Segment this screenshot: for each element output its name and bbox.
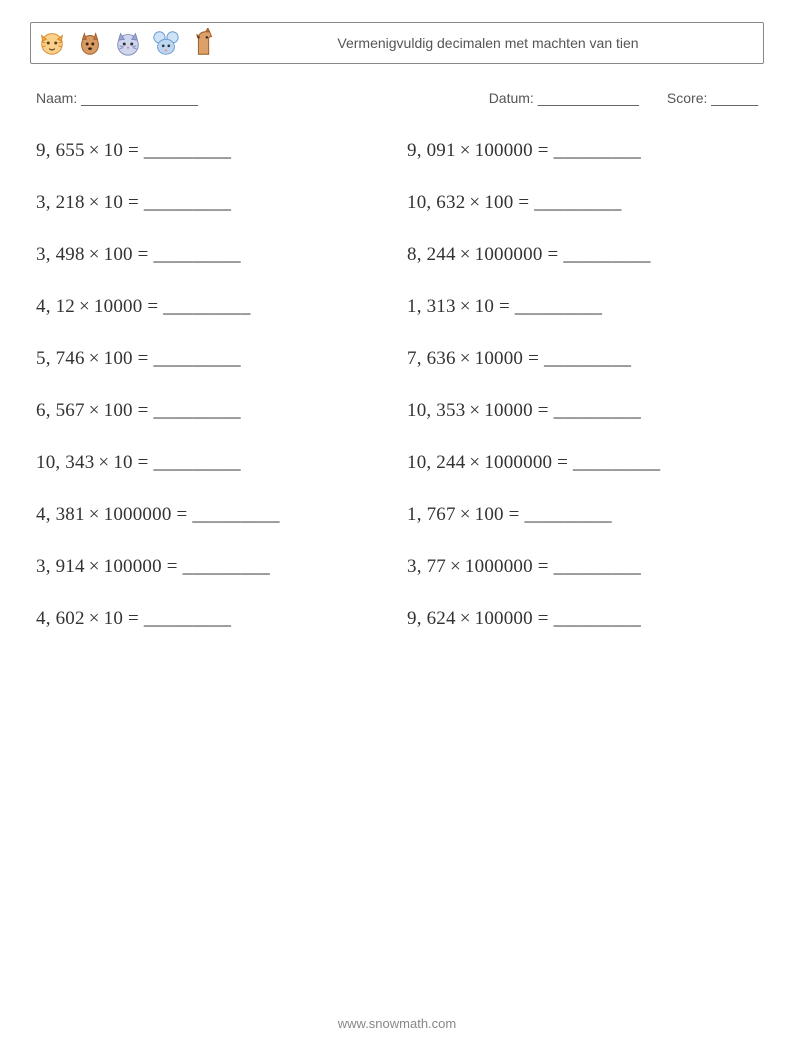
problem-item: 10, 343×10 = _________ [36, 452, 387, 474]
problem-item: 4, 12×10000 = _________ [36, 296, 387, 318]
problem-item: 5, 746×100 = _________ [36, 348, 387, 370]
score-field: Score: ______ [667, 90, 758, 106]
squirrel-icon [75, 28, 105, 58]
horse-icon [189, 28, 219, 58]
problem-item: 4, 602×10 = _________ [36, 608, 387, 630]
problem-item: 10, 632×100 = _________ [407, 192, 758, 214]
footer-url: www.snowmath.com [0, 1016, 794, 1031]
problem-item: 1, 767×100 = _________ [407, 504, 758, 526]
name-field: Naam: _______________ [36, 90, 489, 106]
mouse-icon [151, 28, 181, 58]
header-box: Vermenigvuldig decimalen met machten van… [30, 22, 764, 64]
problem-item: 3, 218×10 = _________ [36, 192, 387, 214]
problem-item: 3, 77×1000000 = _________ [407, 556, 758, 578]
date-field: Datum: _____________ [489, 90, 639, 106]
problem-item: 8, 244×1000000 = _________ [407, 244, 758, 266]
problem-item: 9, 624×100000 = _________ [407, 608, 758, 630]
worksheet-title: Vermenigvuldig decimalen met machten van… [219, 35, 757, 52]
animal-icons [37, 28, 219, 58]
tiger-icon [37, 28, 67, 58]
problem-item: 7, 636×10000 = _________ [407, 348, 758, 370]
problem-grid: 9, 655×10 = _________ 9, 091×100000 = ___… [30, 140, 764, 630]
cat-icon [113, 28, 143, 58]
problem-item: 4, 381×1000000 = _________ [36, 504, 387, 526]
problem-item: 1, 313×10 = _________ [407, 296, 758, 318]
meta-row: Naam: _______________ Datum: ___________… [30, 90, 764, 106]
problem-item: 10, 353×10000 = _________ [407, 400, 758, 422]
problem-item: 3, 498×100 = _________ [36, 244, 387, 266]
problem-item: 6, 567×100 = _________ [36, 400, 387, 422]
problem-item: 3, 914×100000 = _________ [36, 556, 387, 578]
problem-item: 9, 655×10 = _________ [36, 140, 387, 162]
problem-item: 9, 091×100000 = _________ [407, 140, 758, 162]
problem-item: 10, 244×1000000 = _________ [407, 452, 758, 474]
